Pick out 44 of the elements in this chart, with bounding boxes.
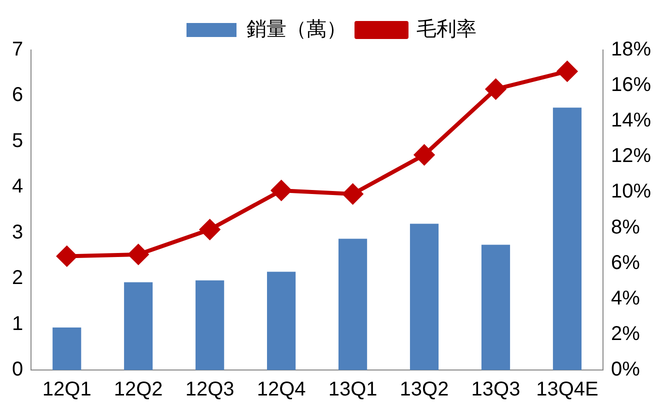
x-tick-label: 13Q4E <box>536 378 598 401</box>
y-tick-label: 7 <box>12 38 24 61</box>
bar <box>124 282 153 370</box>
y-tick-label: 3 <box>12 221 24 244</box>
y-tick-label: 0 <box>12 358 24 381</box>
y2-tick-label: 4% <box>610 287 640 310</box>
bar <box>552 108 582 370</box>
x-tick-label: 12Q2 <box>114 378 163 401</box>
x-tick-label: 13Q1 <box>328 378 378 401</box>
y2-tick-label: 12% <box>610 145 652 168</box>
x-tick-label: 12Q1 <box>42 378 92 401</box>
bar <box>267 272 296 370</box>
y2-tick-label: 16% <box>610 74 652 96</box>
y-tick-label: 5 <box>12 130 24 152</box>
x-tick-label: 13Q3 <box>471 378 520 401</box>
bar <box>410 224 439 370</box>
x-tick-label: 12Q4 <box>256 378 306 401</box>
y-tick-label: 4 <box>12 176 24 198</box>
y2-tick-label: 8% <box>610 216 640 238</box>
y-tick-label: 1 <box>12 312 24 335</box>
bar <box>52 327 82 370</box>
bar <box>196 280 224 370</box>
point <box>342 184 363 204</box>
point <box>557 61 578 82</box>
legend-label: 銷量（萬） <box>246 18 346 41</box>
y-tick-label: 2 <box>12 267 24 290</box>
point <box>56 246 77 266</box>
y-tick-label: 6 <box>12 84 24 106</box>
bar <box>481 244 510 370</box>
point <box>271 180 292 200</box>
x-tick-label: 13Q2 <box>400 378 449 401</box>
x-tick-label: 12Q3 <box>185 378 234 401</box>
legend-label: 毛利率 <box>416 18 476 41</box>
y2-tick-label: 14% <box>610 110 652 132</box>
point <box>414 144 434 165</box>
y2-tick-label: 10% <box>610 180 652 203</box>
bar <box>338 238 368 370</box>
y2-tick-label: 2% <box>610 322 640 345</box>
point <box>486 79 506 100</box>
point <box>200 220 220 240</box>
y2-tick-label: 6% <box>610 252 640 274</box>
point <box>128 244 148 264</box>
y2-tick-label: 0% <box>610 358 640 381</box>
y2-tick-label: 18% <box>610 38 652 61</box>
